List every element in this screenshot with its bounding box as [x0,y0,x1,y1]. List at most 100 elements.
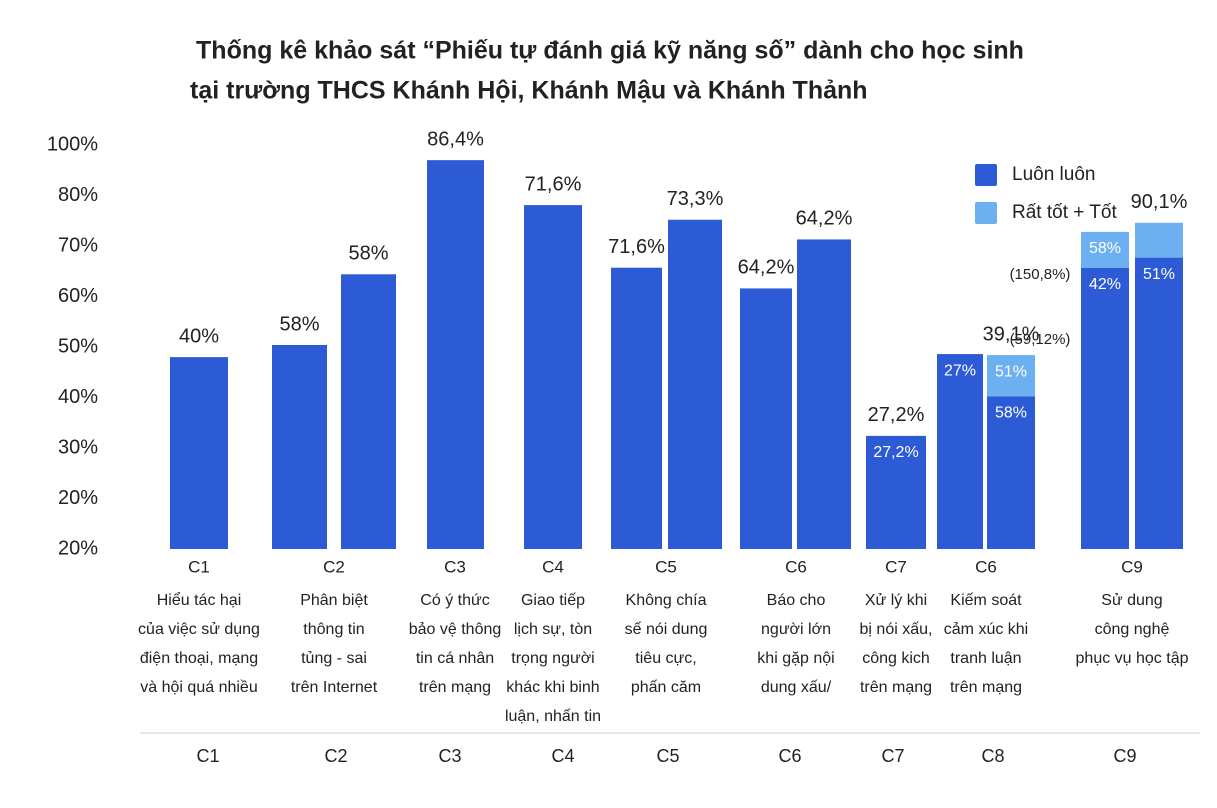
category-description: và hội quá nhiều [140,679,257,696]
bar-segment [272,344,327,549]
category-description: tin cá nhân [416,650,494,667]
x-tick-label: C3 [438,746,461,766]
category-description: Phân biệt [300,592,368,609]
bar-segment [740,288,792,549]
category-code: C5 [655,557,677,576]
bar-segment [866,435,926,549]
bar-segment [1081,231,1129,268]
category-code: C6 [785,557,807,576]
category-description: Giao tiếp [521,592,585,609]
category-description: luận, nhấn tin [505,708,601,725]
category-description: trên mạng [860,679,932,696]
annotation: (150,8%) [1010,266,1071,283]
category-description: công nghệ [1095,621,1170,638]
bar-top-label: 73,3% [667,188,724,210]
bar-segment [341,274,396,549]
category-description: sế nói dung [625,621,708,638]
bar-top-label: 71,6% [608,236,665,258]
y-tick-label: 20% [58,537,98,559]
category-description: khi gặp nội [757,650,834,667]
bar-segment [524,205,582,549]
bar-top-label: 90,1% [1131,191,1188,213]
bar-segment [937,354,983,549]
legend-swatch [975,202,997,224]
y-tick-label: 100% [47,133,98,155]
category-description: Xử lý khi [865,592,927,609]
category-description: người lớn [761,621,831,638]
y-tick-label: 40% [58,386,98,408]
bar-segment [987,355,1035,397]
y-tick-label: 30% [58,436,98,458]
category-description: bảo vệ thông [409,621,502,638]
x-tick-label: C6 [778,746,801,766]
legend-label: Rất tốt + Tốt [1012,202,1117,223]
x-tick-label: C9 [1113,746,1136,766]
category-description: tranh luận [950,650,1021,667]
x-tick-label: C1 [196,746,219,766]
category-description: thông tin [303,621,364,638]
category-code: C6 [975,557,997,576]
bar-segment [668,219,722,550]
category-description: công kich [862,650,930,667]
bar-segment [1135,257,1183,549]
annotation: (59,12%) [1010,331,1071,348]
bar-segment [1081,267,1129,549]
category-code: C7 [885,557,907,576]
legend-swatch [975,164,997,186]
category-description: phấn căm [631,679,701,696]
y-tick-label: 20% [58,487,98,509]
category-description: cảm xúc khi [944,621,1028,638]
y-tick-label: 50% [58,335,98,357]
category-description: trên Internet [291,679,378,696]
category-description: Kiếm soát [950,592,1022,609]
x-tick-label: C5 [656,746,679,766]
category-description: Có ý thức [420,592,489,609]
bar-top-label: 27,2% [868,404,925,426]
category-description: trọng người [511,650,594,667]
bar-top-label: 40% [179,325,219,347]
category-code: C4 [542,557,564,576]
category-description: Không chía [626,592,707,609]
x-tick-label: C2 [324,746,347,766]
category-code: C2 [323,557,345,576]
bar-top-label: 64,2% [796,208,853,230]
bar-inner-label: 58% [1089,240,1121,257]
bar-top-label: 39,1% [983,323,1040,345]
category-description: trên mạng [419,679,491,696]
bar-segment [797,239,851,549]
category-description: lịch sự, tòn [514,621,592,638]
category-description: Báo cho [767,592,826,609]
chart-title: tại trường THCS Khánh Hội, Khánh Mậu và … [190,77,868,105]
bar-inner-label: 51% [1143,266,1175,283]
category-description: của việc sử dụng [138,621,260,638]
x-tick-label: C7 [881,746,904,766]
category-description: bị nói xấu, [860,621,933,638]
bar-inner-label: 51% [995,363,1027,380]
bar-top-label: 58% [279,313,319,335]
y-tick-label: 60% [58,285,98,307]
category-description: khác khi binh [506,679,599,696]
category-description: phục vụ học tập [1076,650,1189,667]
legend-label: Luôn luôn [1012,164,1095,185]
bar-inner-label: 27% [944,362,976,379]
category-description: dung xấu/ [761,679,832,696]
category-code: C1 [188,557,210,576]
x-tick-label: C8 [981,746,1004,766]
bar-inner-label: 58% [995,405,1027,422]
category-description: tủng - sai [301,650,367,667]
bar-inner-label: 27,2% [873,444,918,461]
bar-segment [427,160,484,549]
bar-top-label: 58% [348,243,388,265]
x-tick-label: C4 [551,746,574,766]
category-description: trên mạng [950,679,1022,696]
bar-inner-label: 42% [1089,276,1121,293]
bar-segment [611,267,662,549]
category-description: Hiểu tác hại [157,591,242,609]
bar-top-label: 71,6% [525,173,582,195]
category-description: Sử dung [1101,592,1162,609]
category-description: tiêu cực, [635,650,696,667]
bar-segment [1135,222,1183,258]
bar-top-label: 86,4% [427,128,484,150]
category-code: C9 [1121,557,1143,576]
